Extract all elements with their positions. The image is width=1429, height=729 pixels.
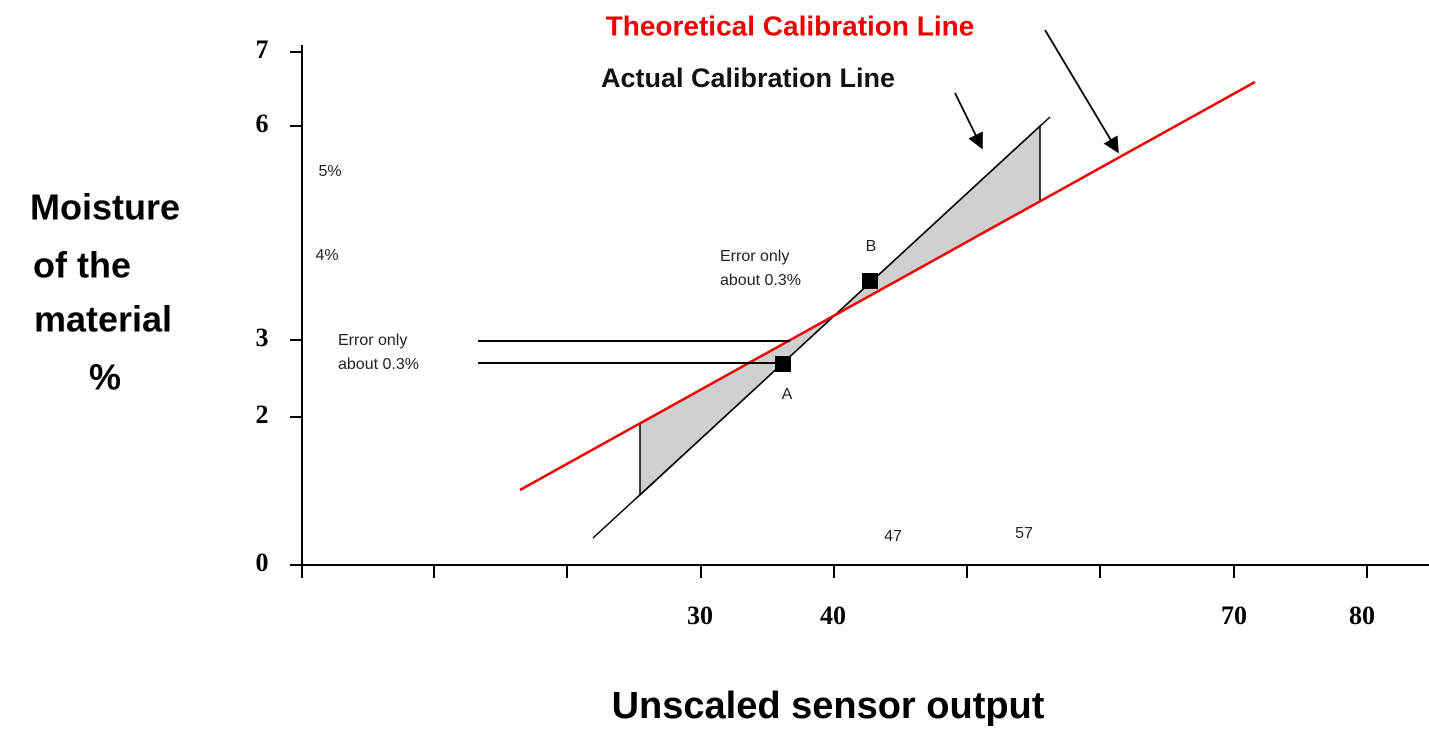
x-tick-label: 80 bbox=[1349, 601, 1375, 630]
point-label: A bbox=[782, 386, 793, 403]
stray-label: 57 bbox=[1015, 525, 1033, 542]
x-tick-label: 40 bbox=[820, 601, 846, 630]
title: Theoretical Calibration Line bbox=[606, 10, 975, 41]
stray-label: 47 bbox=[884, 528, 902, 545]
y-title-line: Moisture bbox=[30, 187, 180, 228]
y-tick-label: 2 bbox=[256, 400, 269, 429]
stray-label: 4% bbox=[315, 247, 338, 264]
x-axis-title: Unscaled sensor output bbox=[612, 685, 1045, 727]
actual-line bbox=[592, 116, 1051, 539]
y-tick-label: 0 bbox=[256, 548, 269, 577]
subtitle: Actual Calibration Line bbox=[601, 63, 895, 93]
x-tick-label: 70 bbox=[1221, 601, 1247, 630]
y-tick-label: 7 bbox=[256, 35, 269, 64]
x-tick-label: 30 bbox=[687, 601, 713, 630]
point-label: B bbox=[866, 238, 877, 255]
y-tick-label: 6 bbox=[256, 109, 269, 138]
y-title-line: % bbox=[89, 357, 121, 398]
y-tick-label: 3 bbox=[256, 323, 269, 352]
annotation: Error only bbox=[720, 248, 789, 265]
arrows bbox=[954, 29, 1119, 154]
annotation: about 0.3% bbox=[720, 272, 801, 289]
annotation: about 0.3% bbox=[338, 356, 419, 373]
annotation: Error only bbox=[338, 332, 407, 349]
theoretical-line bbox=[519, 80, 1256, 492]
y-title-line: material bbox=[34, 299, 172, 340]
point-b bbox=[862, 273, 878, 289]
stray-label: 5% bbox=[318, 163, 341, 180]
point-a bbox=[775, 356, 791, 372]
axes bbox=[290, 45, 1429, 578]
y-axis-title: Moisture of the material % bbox=[30, 187, 180, 398]
error-lines bbox=[478, 340, 790, 364]
y-title-line: of the bbox=[33, 245, 131, 286]
